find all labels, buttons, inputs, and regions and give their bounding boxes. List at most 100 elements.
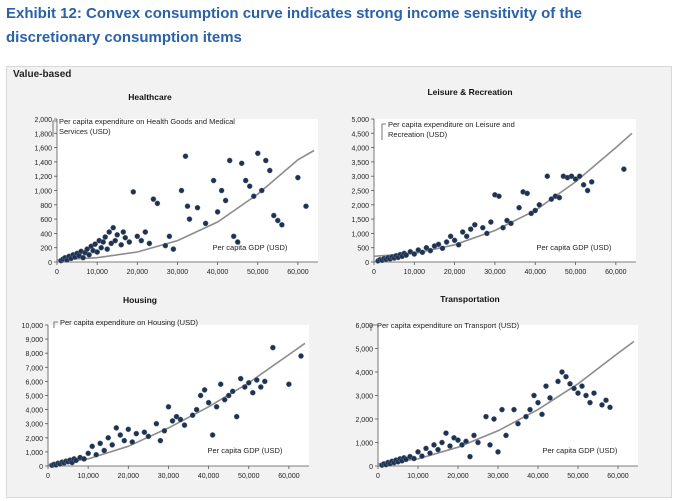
section-label: Value-based [13, 69, 72, 80]
x-tick-label: 0 [376, 473, 380, 480]
y-axis-annotation: Per capita expenditure on Leisure and Rec… [388, 120, 515, 139]
data-point [84, 246, 90, 252]
data-point [262, 157, 269, 164]
data-point [270, 212, 277, 219]
y-tick-label: 0 [48, 260, 52, 267]
exhibit-title: Exhibit 12: Convex consumption curve ind… [6, 2, 666, 50]
data-point [165, 403, 172, 410]
data-point [157, 437, 164, 444]
data-point [423, 244, 430, 251]
data-point [516, 204, 522, 211]
data-point [491, 416, 497, 422]
data-point [241, 384, 248, 390]
data-point [142, 229, 149, 235]
data-point [237, 375, 244, 382]
data-point [588, 179, 595, 185]
data-point [411, 455, 417, 462]
x-tick-label: 40,000 [207, 269, 229, 276]
data-point [214, 209, 221, 215]
y-tick-label: 2,000 [351, 203, 369, 210]
x-tick-label: 30,000 [167, 269, 189, 276]
data-point [218, 187, 225, 194]
data-point [112, 237, 118, 244]
data-point [230, 233, 237, 240]
y-tick-label: 1,000 [351, 231, 369, 238]
data-point [233, 413, 240, 420]
data-point [547, 395, 553, 401]
data-point [246, 183, 253, 189]
data-point [97, 440, 103, 447]
data-point [479, 224, 486, 231]
data-point [253, 377, 260, 383]
data-point [499, 406, 505, 413]
data-point [511, 406, 517, 413]
data-point [100, 239, 106, 245]
data-point [258, 187, 265, 194]
data-point [221, 396, 228, 403]
y-tick-label: 5,000 [355, 347, 373, 354]
data-point [154, 200, 161, 207]
data-point [202, 220, 209, 227]
y-tick-label: 1,200 [34, 174, 52, 181]
data-point [117, 432, 124, 438]
data-point [106, 229, 112, 235]
data-point [197, 392, 204, 399]
data-point [528, 210, 535, 217]
plot-area [374, 119, 636, 262]
data-point [182, 153, 189, 159]
x-axis-label: Per capita GDP (USD) [213, 243, 288, 252]
data-point [467, 453, 473, 460]
data-point [210, 177, 217, 184]
data-point [129, 439, 136, 445]
data-point [109, 442, 115, 448]
data-point [583, 392, 589, 399]
y-tick-label: 2,000 [25, 436, 43, 443]
data-point [475, 439, 481, 446]
y-tick-label: 7,000 [25, 365, 43, 372]
data-point [133, 430, 140, 437]
y-tick-label: 1,000 [25, 450, 43, 457]
x-tick-label: 10,000 [77, 473, 99, 480]
data-point [439, 245, 446, 252]
data-point [524, 190, 531, 197]
data-point [130, 189, 137, 195]
data-point [500, 224, 506, 231]
data-point [186, 216, 193, 222]
data-point [201, 387, 208, 393]
data-point [567, 380, 573, 387]
data-point [431, 442, 437, 448]
data-point [584, 187, 591, 194]
data-point [108, 240, 114, 247]
y-tick-label: 5,000 [351, 117, 369, 124]
data-point [484, 230, 490, 237]
y-tick-label: 4,000 [355, 370, 373, 377]
exhibit-title-line-1: Exhibit 12: Convex consumption curve ind… [6, 5, 582, 22]
data-point [568, 173, 575, 179]
data-point [93, 451, 99, 458]
data-point [451, 237, 458, 244]
x-tick-label: 20,000 [447, 473, 469, 480]
x-tick-label: 0 [372, 269, 376, 276]
y-axis-annotation-line: Per capita expenditure on Health Goods a… [59, 117, 235, 126]
data-point [523, 413, 529, 420]
data-point [548, 196, 555, 202]
data-point [591, 390, 597, 396]
data-point [543, 383, 549, 389]
x-axis-label: Per capita GDP (USD) [543, 446, 618, 455]
y-tick-label: 4,000 [351, 146, 369, 153]
data-point [572, 176, 579, 182]
x-tick-label: 40,000 [525, 269, 547, 276]
data-point [447, 443, 453, 449]
data-point [599, 402, 605, 408]
data-point [181, 422, 188, 428]
data-point [621, 166, 627, 172]
trend-curve [56, 149, 315, 261]
data-point [86, 251, 92, 258]
data-point [403, 456, 409, 463]
x-tick-label: 50,000 [247, 269, 269, 276]
y-tick-label: 4,000 [25, 408, 43, 415]
data-point [443, 430, 449, 436]
data-point [261, 378, 268, 385]
data-point [225, 392, 232, 399]
data-point [121, 437, 128, 444]
